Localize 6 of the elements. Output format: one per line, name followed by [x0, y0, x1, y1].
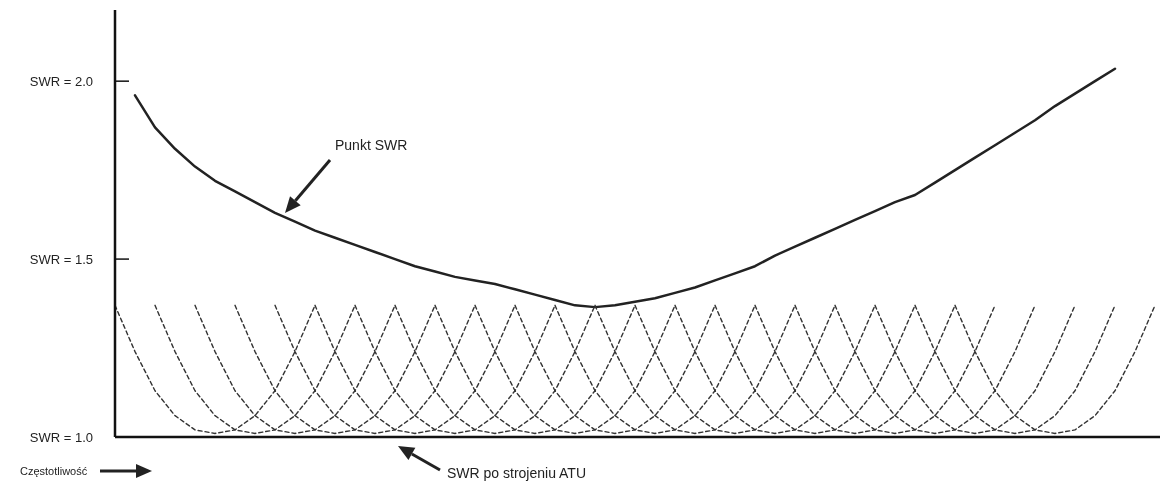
annotation: Punkt SWR: [335, 137, 408, 153]
y-tick-label: SWR = 1.0: [29, 429, 93, 445]
y-tick-label: SWR = 2.0: [29, 73, 93, 89]
text: SWR po strojeniu ATU: [447, 465, 587, 481]
y-tick-label: SWR = 1.5: [29, 251, 93, 267]
x-axis-title: Częstotliwość: [20, 465, 88, 477]
